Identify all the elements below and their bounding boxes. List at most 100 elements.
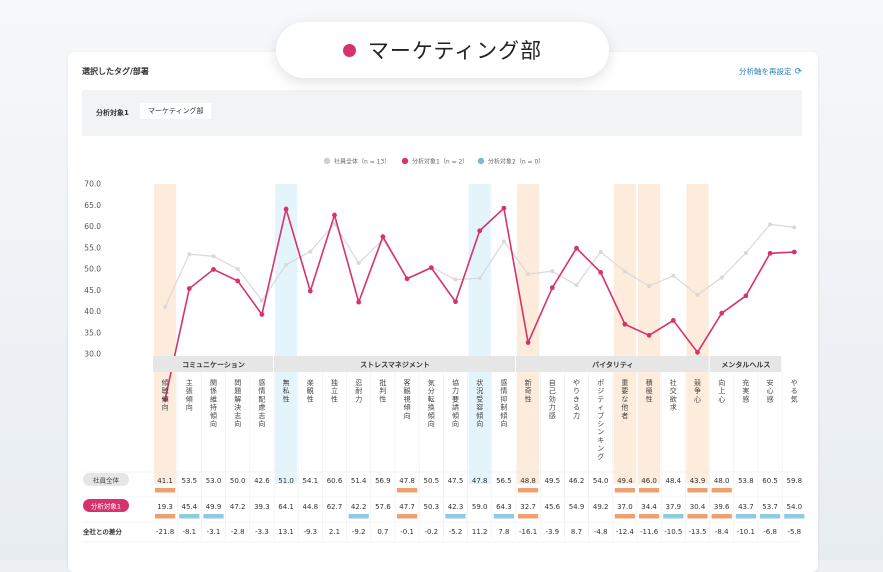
data-point-all [211, 254, 216, 259]
category-label-char: 新 [525, 378, 532, 387]
category-label-char: ポ [597, 379, 604, 387]
diff-value: -9.2 [352, 528, 366, 536]
category-label-char: 係 [210, 386, 217, 395]
data-point-all [526, 272, 531, 277]
data-point-target [670, 318, 676, 323]
category-label-char: ィ [597, 404, 604, 412]
all-value: 49.4 [617, 477, 633, 485]
category-label-char: 効 [549, 394, 556, 403]
diff-value: -3.9 [545, 528, 559, 536]
target-value: 45.6 [545, 503, 561, 511]
category-label-char: 維 [210, 394, 217, 403]
target-value: 42.2 [351, 503, 367, 511]
category-label-char: 向 [428, 419, 435, 428]
all-value: 51.0 [278, 477, 294, 485]
category-label-char: 気 [791, 394, 798, 403]
category-label-char: 聴 [162, 386, 169, 395]
diff-value: -16.1 [519, 528, 537, 536]
data-point-target [186, 286, 192, 291]
category-label-char: 状 [476, 378, 483, 387]
category-label-char: 傾 [162, 394, 169, 403]
legend-label: 分析対象2（n = 0） [488, 158, 544, 166]
target-value: 59.0 [472, 503, 488, 511]
data-point-target [646, 332, 652, 338]
all-value: 50.0 [230, 477, 246, 485]
category-label-char: 向 [186, 403, 193, 412]
category-label-char: 張 [186, 387, 193, 395]
category-label-char: シ [597, 420, 604, 428]
category-label-char: 性 [331, 394, 338, 403]
category-label-char: 持 [210, 403, 217, 412]
category-label-char: き [573, 395, 580, 403]
reset-axis-button[interactable]: 分析軸を再設定 ⟳ [739, 66, 802, 77]
group-header-label: バイタリティ [592, 360, 633, 369]
category-label-char: 決 [234, 403, 241, 412]
category-label-char: 抑 [500, 394, 507, 403]
category-label-char: 心 [767, 387, 774, 395]
all-value: 43.9 [690, 477, 706, 485]
target-value: 64.3 [496, 503, 512, 511]
category-label-char: 自 [549, 378, 556, 387]
category-label-char: 性 [525, 394, 532, 403]
data-point-all [501, 239, 506, 244]
category-label-char: 私 [283, 386, 290, 395]
data-point-all [284, 262, 289, 267]
all-value: 48.4 [666, 477, 682, 485]
category-label-char: 向 [210, 419, 217, 428]
category-label-char: る [791, 387, 798, 395]
category-band [275, 184, 298, 484]
filter-box: 分析対象1 マーケティング部 [82, 90, 802, 136]
data-point-target [259, 312, 265, 317]
category-label-char: 志 [234, 411, 241, 420]
data-point-target [719, 310, 725, 316]
data-point-all [792, 225, 797, 230]
data-point-all [622, 269, 627, 274]
all-marker [155, 488, 176, 493]
target-value: 53.7 [762, 503, 778, 511]
all-value: 47.5 [448, 477, 464, 485]
diff-value: -5.8 [787, 528, 801, 536]
department-dot-icon [342, 43, 356, 57]
all-value: 49.5 [545, 477, 561, 485]
data-point-all [259, 298, 264, 303]
row-label-pill [83, 499, 129, 512]
diff-value: -2.8 [231, 528, 245, 536]
group-header-label: コミュニケーション [182, 361, 245, 369]
category-label-char: 請 [452, 403, 459, 412]
category-label-char: 積 [646, 378, 653, 387]
target-marker [663, 514, 684, 519]
category-label-char: 制 [500, 403, 507, 412]
category-label-char: 関 [210, 379, 217, 387]
all-value: 47.8 [472, 477, 488, 485]
category-label-char: り [573, 387, 580, 395]
y-tick-label: 30.0 [84, 350, 101, 359]
category-label-char: 感 [500, 378, 507, 387]
category-label-char: 換 [428, 403, 435, 412]
category-label-char: 求 [670, 403, 677, 412]
category-label-char: 楽 [307, 378, 314, 387]
filter-tag[interactable]: マーケティング部 [140, 103, 212, 119]
target-marker [711, 514, 732, 519]
category-band [517, 184, 540, 484]
legend-marker [401, 157, 409, 165]
data-point-target [767, 250, 773, 256]
data-point-all [574, 283, 579, 288]
target-marker [179, 514, 200, 519]
category-label-char: 視 [404, 394, 411, 403]
target-value: 47.7 [399, 503, 415, 511]
diff-value: -12.4 [616, 528, 635, 536]
category-label-char: 力 [549, 403, 556, 412]
category-label-char: 向 [234, 419, 241, 428]
data-point-all [671, 273, 676, 278]
profile-chart: 社員全体（n = 13） 分析対象1（n = 2） 分析対象2（n = 0） 30.0… [82, 157, 805, 543]
category-label-char: 感 [258, 378, 265, 387]
data-point-target [283, 206, 289, 212]
all-marker [639, 488, 660, 493]
diff-value: -9.3 [303, 528, 317, 536]
category-label-char: 観 [404, 386, 411, 395]
category-label-char: 性 [379, 394, 386, 403]
target-value: 49.2 [593, 503, 609, 511]
data-point-target [525, 340, 531, 345]
target-value: 54.0 [787, 503, 803, 511]
category-label-char: 傾 [186, 394, 193, 403]
